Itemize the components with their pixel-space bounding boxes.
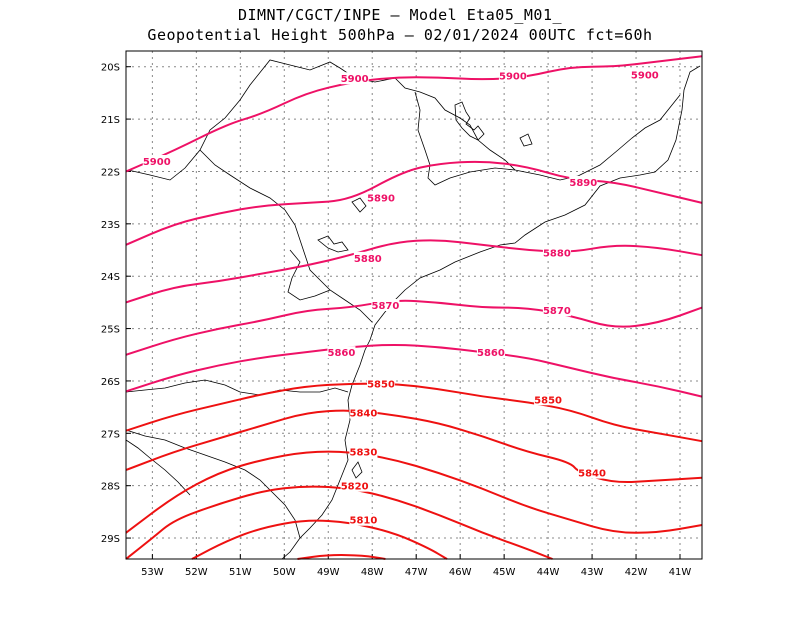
contour-5810 — [191, 519, 448, 560]
lon-label: 47W — [405, 567, 428, 578]
state-border-path — [287, 249, 331, 301]
lon-label: 50W — [273, 567, 296, 578]
contour-5800 — [297, 554, 386, 560]
lat-label: 22S — [101, 167, 120, 178]
contour-lines — [125, 55, 703, 560]
graticule-grid — [126, 51, 702, 559]
contour-label-bg — [630, 68, 659, 81]
contour-5880 — [125, 239, 703, 304]
lon-label: 42W — [625, 567, 648, 578]
contour-label-bg — [340, 479, 369, 492]
contour-label: 5830 — [350, 448, 378, 459]
contour-label: 5900 — [341, 74, 369, 85]
contour-label: 5860 — [328, 348, 356, 359]
latitude-labels: 20S 21S 22S 23S 24S 25S 26S 27S 28S 29S — [101, 63, 120, 545]
state-border-path — [199, 149, 373, 323]
contour-5840 — [125, 409, 703, 484]
contour-label-bg — [367, 377, 396, 390]
contour-label: 5850 — [367, 380, 395, 391]
lon-label: 41W — [669, 567, 692, 578]
contour-label-bg — [327, 346, 356, 359]
coastline-path — [281, 65, 701, 560]
contour-label-bg — [542, 304, 571, 317]
contour-5820 — [125, 485, 553, 560]
contour-label: 5840 — [350, 408, 378, 419]
contour-label: 5810 — [350, 516, 378, 527]
contour-label-bg — [569, 175, 598, 188]
contour-label-bg — [534, 393, 563, 406]
contour-label: 5870 — [371, 301, 399, 312]
contour-5900 — [125, 55, 703, 173]
contour-5870 — [125, 299, 703, 356]
lake-path — [519, 133, 533, 147]
state-border-path — [577, 94, 681, 177]
contour-label: 5870 — [543, 306, 571, 317]
lon-label: 52W — [185, 567, 208, 578]
contour-label: 5900 — [499, 72, 527, 83]
coastline — [125, 59, 701, 560]
lake-path — [454, 101, 485, 141]
state-border-path — [414, 91, 579, 186]
state-border-path — [125, 439, 191, 496]
lat-label: 27S — [101, 429, 120, 440]
lat-label: 24S — [101, 272, 120, 283]
lat-label: 20S — [101, 63, 120, 74]
lon-label: 51W — [229, 567, 252, 578]
lake-path — [317, 235, 349, 253]
longitude-labels: 53W 52W 51W 50W 49W 48W 47W 46W 45W 44W 43W 42W 41W — [141, 567, 691, 578]
lon-label: 44W — [537, 567, 560, 578]
contour-label-bg — [349, 406, 378, 419]
lon-label: 53W — [141, 567, 164, 578]
contour-5850 — [125, 382, 703, 443]
contour-label-bg — [578, 466, 607, 479]
lon-label: 45W — [493, 567, 516, 578]
contour-label-bg — [349, 445, 378, 458]
state-border-path — [125, 429, 301, 539]
contour-5830 — [125, 450, 703, 534]
lat-label: 29S — [101, 534, 120, 545]
lat-label: 25S — [101, 325, 120, 336]
contour-5860 — [125, 343, 703, 398]
contour-label-bg — [476, 346, 505, 359]
contour-label: 5890 — [367, 194, 395, 205]
lat-label: 23S — [101, 220, 120, 231]
contour-label-bg — [142, 154, 171, 167]
contour-label-bg — [349, 513, 378, 526]
contour-label: 5880 — [543, 249, 571, 260]
contour-label: 5900 — [143, 157, 171, 168]
contour-label-bg — [340, 72, 369, 85]
contour-label-bg — [371, 299, 400, 311]
contour-label: 5820 — [341, 482, 369, 493]
contour-label: 5860 — [477, 348, 505, 359]
contour-5890 — [125, 160, 703, 246]
lake-path — [351, 197, 367, 213]
plot-frame — [125, 50, 703, 560]
contour-label: 5840 — [578, 469, 606, 480]
lat-label: 21S — [101, 115, 120, 126]
contour-label-bg — [498, 69, 527, 82]
contour-label-bg — [542, 246, 571, 259]
contour-label-bg — [353, 251, 382, 264]
contour-label: 5890 — [569, 178, 597, 189]
lon-label: 43W — [581, 567, 604, 578]
contour-label: 5850 — [534, 395, 562, 406]
title-line-2: Geopotential Height 500hPa – 02/01/2024 … — [147, 26, 653, 44]
lat-label: 26S — [101, 377, 120, 388]
island-path — [351, 461, 363, 479]
state-border-path — [125, 379, 349, 396]
state-border-path — [127, 59, 516, 181]
title-line-1: DIMNT/CGCT/INPE – Model Eta05_M01_ — [237, 6, 563, 24]
lat-label: 28S — [101, 482, 120, 493]
lon-label: 48W — [361, 567, 384, 578]
contour-label: 5900 — [631, 71, 659, 82]
contour-label: 5880 — [354, 254, 382, 265]
lon-label: 46W — [449, 567, 472, 578]
lon-label: 49W — [317, 567, 340, 578]
contour-labels: 5900 5900 5900 5900 5890 5890 5880 5880 5870 5870… — [142, 68, 659, 527]
contour-label-bg — [367, 191, 396, 204]
